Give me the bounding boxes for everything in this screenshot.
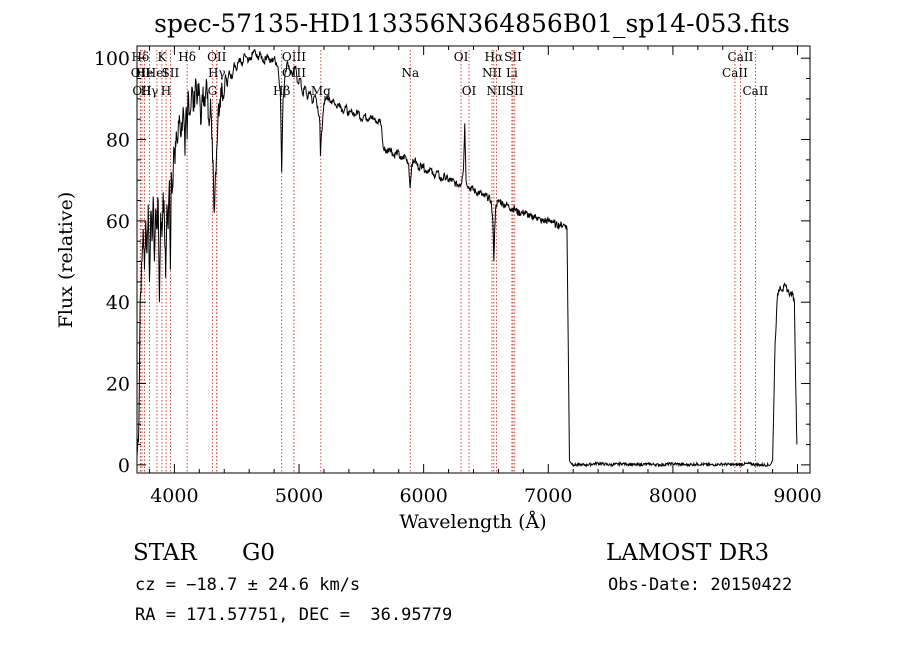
line-label-21: NII — [482, 66, 502, 80]
line-label-16: Mg — [311, 84, 331, 98]
line-label-23: SII — [504, 50, 522, 64]
line-label-6: HeI — [146, 66, 169, 80]
plot-frame — [136, 45, 811, 474]
observation-date: Obs-Date: 20150422 — [608, 575, 792, 595]
line-label-28: CaII — [742, 84, 768, 98]
y-tick-label: 60 — [106, 211, 130, 233]
x-tick-label: 7000 — [524, 485, 572, 507]
line-label-8: SII — [162, 66, 180, 80]
chart-title: spec-57135-HD113356N364856B01_sp14-053.f… — [154, 9, 790, 38]
line-label-17: Na — [401, 66, 419, 80]
x-tick-label: 6000 — [399, 485, 447, 507]
line-label-5: K — [157, 50, 167, 64]
x-tick-label: 4000 — [150, 485, 198, 507]
y-axis: 0 20 40 60 80 100 — [94, 48, 810, 477]
x-axis-label: Wavelength (Å) — [399, 511, 546, 533]
x-tick-label: 8000 — [649, 485, 697, 507]
line-label-27: CaII — [722, 66, 748, 80]
flux-line — [136, 48, 798, 468]
line-label-9: Hδ — [178, 50, 196, 64]
x-tick-label: 9000 — [773, 485, 821, 507]
line-label-25: SII — [506, 84, 524, 98]
line-label-24: Li — [506, 66, 518, 80]
line-label-26: CaII — [728, 50, 754, 64]
line-label-1: OII — [131, 66, 151, 80]
line-label-22: NII — [486, 84, 506, 98]
y-tick-label: 100 — [94, 48, 130, 70]
y-tick-label: 0 — [118, 455, 130, 477]
line-label-4: Hγ — [141, 84, 159, 98]
line-label-3: He — [136, 66, 154, 80]
line-label-11: Hγ — [208, 66, 226, 80]
x-axis: 4000 5000 6000 7000 8000 9000 — [148, 46, 822, 507]
x-tick-label: 5000 — [275, 485, 323, 507]
line-label-13: Hβ — [273, 84, 290, 98]
y-tick-label: 20 — [106, 374, 130, 396]
y-tick-label: 80 — [106, 130, 130, 152]
line-label-7: H — [161, 84, 171, 98]
line-label-15: OIII — [282, 66, 306, 80]
coordinates-readout: RA = 171.57751, DEC = 36.95779 — [135, 605, 452, 625]
survey-name: LAMOST DR3 — [606, 540, 769, 566]
object-class: STAR — [133, 540, 197, 566]
y-axis-label: Flux (relative) — [55, 192, 77, 329]
flux-series — [136, 48, 798, 468]
redshift-readout: cz = −18.7 ± 24.6 km/s — [135, 575, 360, 595]
line-label-18: OI — [454, 50, 469, 64]
line-label-12: G — [208, 84, 218, 98]
line-label-20: Hα — [485, 50, 504, 64]
spectral-subclass: G0 — [242, 540, 275, 566]
y-tick-label: 40 — [106, 292, 130, 314]
line-label-19: OI — [462, 84, 477, 98]
